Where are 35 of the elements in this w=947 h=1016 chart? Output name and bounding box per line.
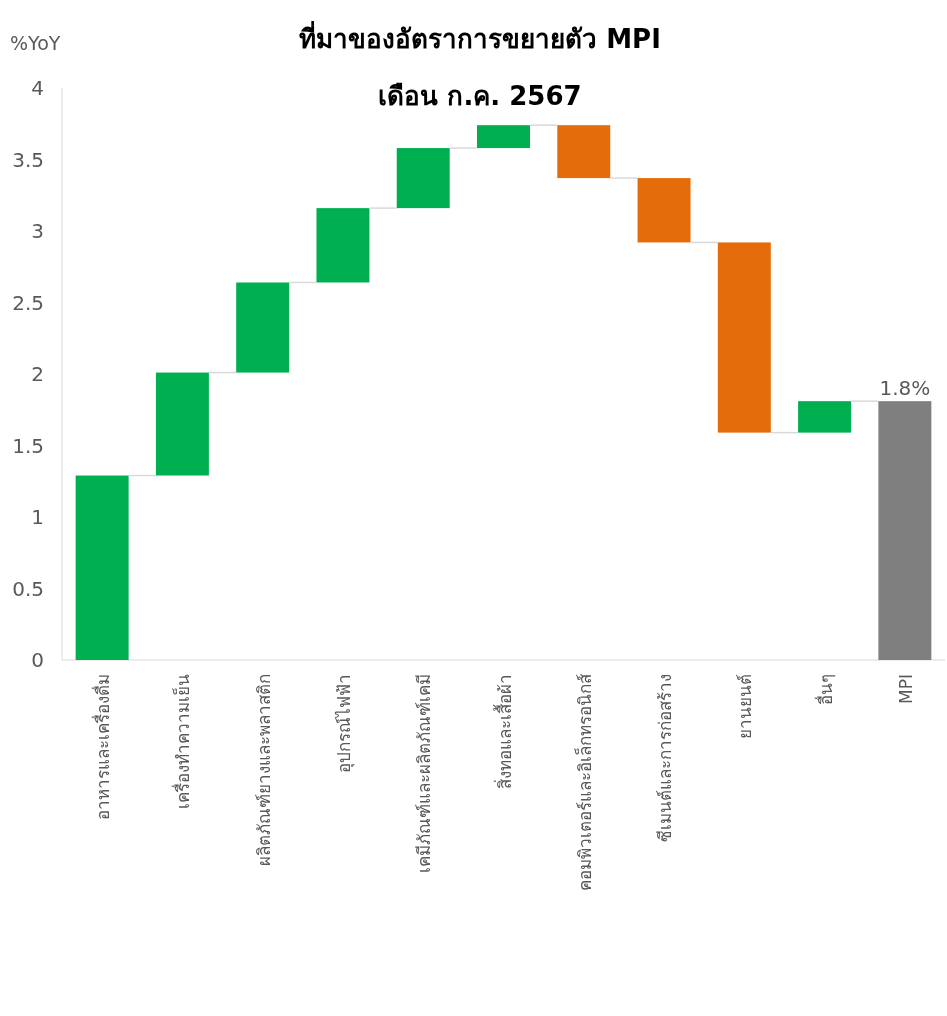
y-axis-title: %YoY [10,32,61,54]
y-tick-label: 2.5 [12,290,44,315]
bar [155,372,209,476]
bar [798,401,852,433]
x-tick-label: MPI [895,674,916,704]
x-tick-label: อื่นๆ [813,674,836,705]
x-tick-label: คอมพิวเตอร์และอิเล็กทรอนิกส์ [573,673,595,891]
x-tick-label: อาหารและเครื่องดื่ม [91,674,114,820]
y-tick-label: 0.5 [12,576,44,601]
data-label: 1.8% [879,376,931,401]
x-tick-label: ยานยนต์ [735,674,756,739]
bar [236,282,290,373]
bar [637,178,691,243]
y-tick-label: 0 [31,648,44,672]
x-tick-label: ผลิตภัณฑ์ยางและพลาสติก [253,674,274,866]
y-tick-label: 3.5 [12,147,44,172]
bar [75,475,129,660]
y-tick-label: 3 [31,219,44,243]
bar [878,401,932,660]
y-tick-label: 1 [31,505,44,529]
bar [557,125,611,179]
bar [316,208,370,283]
x-tick-label: สิ่งทอและเสื้อผ้า [492,674,515,789]
bar [477,125,530,149]
bar [717,242,771,433]
x-tick-label: อุปกรณ์ไฟฟ้า [333,674,355,773]
y-tick-label: 2 [31,362,44,386]
chart-subtitle: เดือน ก.ค. 2567 [378,81,582,111]
x-tick-label: เครื่องทำความเย็น [171,674,194,809]
x-tick-label: ซีเมนต์และการก่อสร้าง [655,674,676,842]
bar [396,148,450,209]
y-tick-label: 4 [31,76,44,100]
chart-title: ที่มาของอัตราการขยายตัว MPI [299,20,661,54]
y-tick-label: 1.5 [12,433,44,458]
x-tick-label: เคมีภัณฑ์และผลิตภัณฑ์เคมี [414,674,435,873]
